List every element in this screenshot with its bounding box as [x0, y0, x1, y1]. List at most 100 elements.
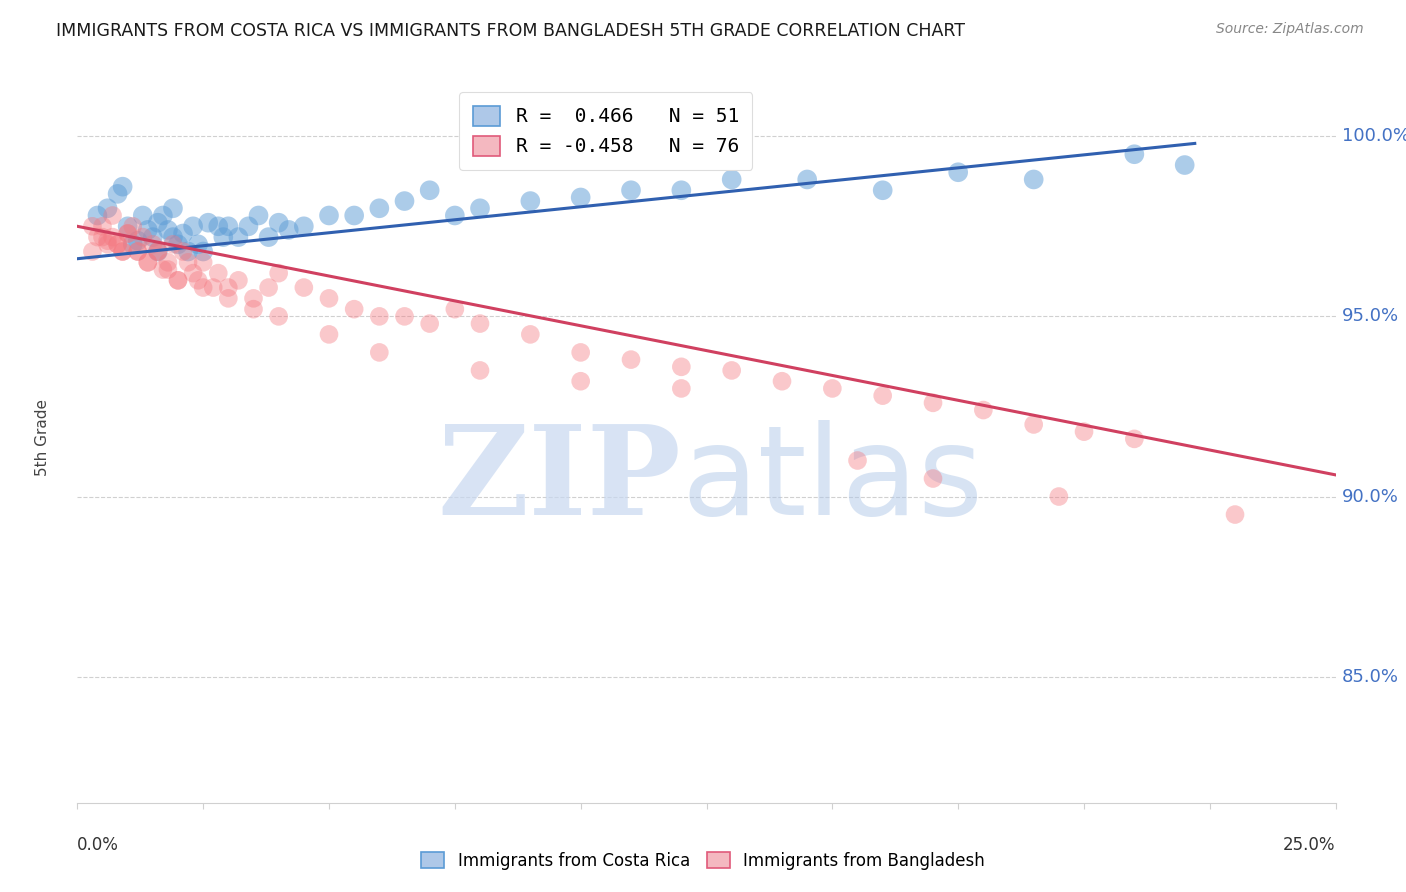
Text: IMMIGRANTS FROM COSTA RICA VS IMMIGRANTS FROM BANGLADESH 5TH GRADE CORRELATION C: IMMIGRANTS FROM COSTA RICA VS IMMIGRANTS… [56, 22, 966, 40]
Text: 90.0%: 90.0% [1341, 488, 1399, 506]
Point [117, 219, 139, 234]
Point [468, 363, 491, 377]
Point [146, 244, 169, 259]
Point [136, 255, 159, 269]
Point [217, 291, 239, 305]
Point [519, 327, 541, 342]
Point [91, 219, 114, 234]
Text: 25.0%: 25.0% [1284, 836, 1336, 854]
Text: atlas: atlas [682, 420, 983, 541]
Point [1022, 417, 1045, 432]
Point [1022, 172, 1045, 186]
Point [720, 172, 742, 186]
Point [821, 381, 844, 395]
Point [187, 237, 209, 252]
Point [127, 244, 149, 259]
Point [468, 201, 491, 215]
Point [1073, 425, 1095, 439]
Point [107, 186, 129, 201]
Point [111, 179, 134, 194]
Point [162, 237, 184, 252]
Text: 95.0%: 95.0% [1341, 308, 1399, 326]
Point [107, 237, 129, 252]
Point [872, 389, 894, 403]
Point [569, 190, 592, 204]
Text: 85.0%: 85.0% [1341, 668, 1399, 686]
Point [257, 280, 280, 294]
Point [136, 255, 159, 269]
Point [86, 209, 108, 223]
Point [368, 201, 391, 215]
Point [96, 234, 118, 248]
Point [922, 471, 945, 485]
Point [468, 317, 491, 331]
Point [162, 230, 184, 244]
Point [620, 352, 643, 367]
Point [146, 244, 169, 259]
Point [101, 209, 124, 223]
Point [444, 209, 467, 223]
Point [720, 363, 742, 377]
Point [257, 230, 280, 244]
Point [343, 302, 366, 317]
Point [671, 381, 693, 395]
Point [167, 273, 190, 287]
Point [132, 209, 155, 223]
Point [394, 310, 416, 324]
Point [277, 223, 299, 237]
Point [569, 374, 592, 388]
Point [156, 255, 179, 269]
Point [217, 280, 239, 294]
Point [620, 183, 643, 197]
Point [127, 244, 149, 259]
Point [191, 244, 215, 259]
Text: 5th Grade: 5th Grade [35, 399, 49, 475]
Point [419, 317, 441, 331]
Point [267, 216, 290, 230]
Point [142, 237, 165, 252]
Point [121, 219, 143, 234]
Point [197, 216, 219, 230]
Point [142, 230, 165, 244]
Point [444, 302, 467, 317]
Point [117, 227, 139, 241]
Point [156, 262, 179, 277]
Point [101, 230, 124, 244]
Point [167, 273, 190, 287]
Legend: Immigrants from Costa Rica, Immigrants from Bangladesh: Immigrants from Costa Rica, Immigrants f… [415, 846, 991, 877]
Point [111, 244, 134, 259]
Point [228, 273, 250, 287]
Point [136, 223, 159, 237]
Point [948, 165, 970, 179]
Point [368, 345, 391, 359]
Point [318, 327, 340, 342]
Point [191, 280, 215, 294]
Point [132, 230, 155, 244]
Point [846, 453, 869, 467]
Point [292, 219, 315, 234]
Point [1123, 147, 1146, 161]
Point [1047, 490, 1070, 504]
Point [318, 291, 340, 305]
Point [267, 266, 290, 280]
Point [292, 280, 315, 294]
Point [519, 194, 541, 208]
Point [569, 345, 592, 359]
Point [242, 291, 264, 305]
Point [212, 230, 235, 244]
Point [117, 227, 139, 241]
Point [318, 209, 340, 223]
Text: ZIP: ZIP [437, 420, 682, 541]
Point [202, 280, 225, 294]
Point [172, 227, 194, 241]
Point [394, 194, 416, 208]
Point [228, 230, 250, 244]
Point [191, 255, 215, 269]
Point [1174, 158, 1197, 172]
Point [172, 244, 194, 259]
Point [207, 266, 229, 280]
Point [107, 237, 129, 252]
Point [96, 237, 118, 252]
Point [671, 359, 693, 374]
Point [238, 219, 260, 234]
